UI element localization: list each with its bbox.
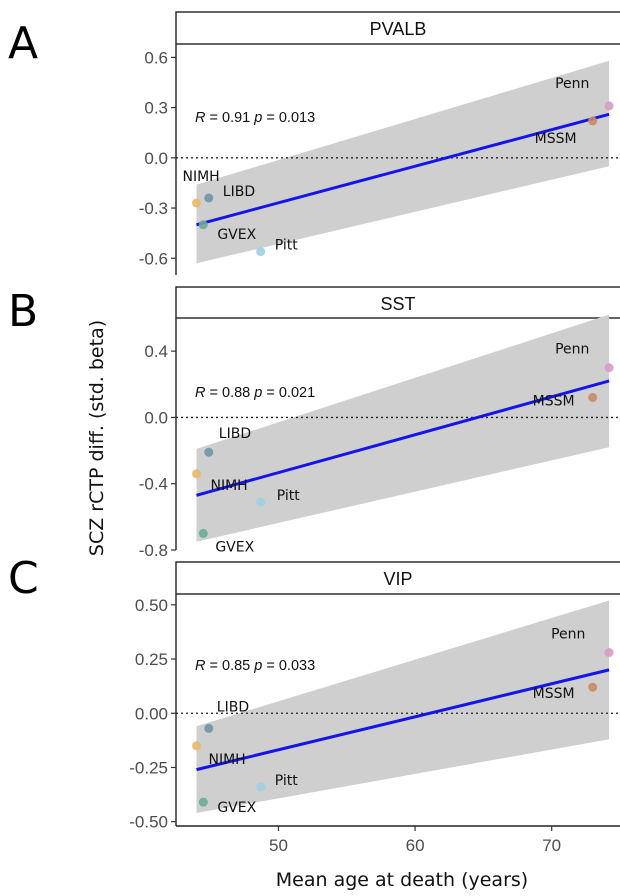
stat-token: p	[250, 110, 262, 126]
data-point-penn	[604, 648, 614, 658]
x-tick-label: 70	[542, 836, 561, 855]
point-label-penn: Penn	[555, 342, 589, 358]
data-point-pitt	[256, 782, 266, 792]
panel-letter: B	[8, 286, 38, 337]
regression-line	[196, 112, 610, 227]
facet-title: PVALB	[370, 19, 427, 39]
stat-token: 0.013	[275, 110, 315, 126]
y-tick-label: 0.00	[135, 704, 168, 723]
regression-line	[196, 379, 610, 497]
stat-token: =	[205, 110, 218, 126]
data-point-nimh	[191, 198, 201, 208]
confidence-band	[196, 60, 610, 264]
point-label-libd: LIBD	[217, 699, 249, 715]
stat-token: p	[250, 385, 262, 401]
point-label-libd: LIBD	[223, 184, 255, 200]
regression-line	[196, 668, 610, 772]
stat-token: 0.91	[218, 110, 250, 126]
y-tick-label: 0.50	[135, 596, 168, 615]
stat-token: 0.033	[275, 658, 315, 674]
y-tick-label: 0.3	[144, 99, 168, 118]
y-tick-label: 0.0	[144, 149, 168, 168]
x-axis-title: Mean age at death (years)	[276, 869, 528, 891]
point-label-mssm: MSSM	[535, 131, 577, 147]
stat-token: p	[250, 658, 262, 674]
data-point-mssm	[588, 116, 598, 126]
facet-strip	[175, 11, 620, 45]
point-label-mssm: MSSM	[533, 686, 575, 702]
y-tick-label: -0.25	[129, 758, 168, 777]
facet-strip	[175, 286, 620, 319]
stat-token: =	[262, 110, 275, 126]
point-label-nimh: NIMH	[182, 169, 219, 185]
data-point-penn	[604, 101, 614, 111]
point-label-nimh: NIMH	[208, 752, 245, 768]
point-label-mssm: MSSM	[533, 394, 575, 410]
data-point-gvex	[198, 528, 208, 538]
point-label-pitt: Pitt	[277, 488, 301, 504]
stat-token: =	[262, 385, 275, 401]
y-tick-label: -0.4	[139, 475, 168, 494]
facet-title: VIP	[383, 569, 412, 589]
data-point-pitt	[256, 247, 266, 257]
correlation-stat: R = 0.88 p = 0.021	[195, 385, 315, 401]
data-point-pitt	[256, 497, 266, 507]
panel-letter: C	[8, 553, 39, 604]
confidence-band	[196, 314, 610, 542]
stat-token: 0.88	[218, 385, 250, 401]
x-tick-label: 60	[406, 836, 425, 855]
data-point-libd	[204, 723, 214, 733]
y-tick-label: 0.6	[144, 48, 168, 67]
confidence-band	[196, 600, 610, 813]
y-tick-label: 0.0	[144, 408, 168, 427]
data-point-libd	[204, 193, 214, 203]
correlation-stat: R = 0.85 p = 0.033	[195, 658, 315, 674]
point-label-pitt: Pitt	[275, 773, 299, 789]
point-label-penn: Penn	[551, 627, 585, 643]
data-point-gvex	[198, 220, 208, 230]
point-label-pitt: Pitt	[275, 238, 299, 254]
data-point-gvex	[198, 797, 208, 807]
y-tick-label: 0.25	[135, 650, 168, 669]
y-tick-label: -0.8	[139, 541, 168, 560]
stat-token: R	[195, 110, 206, 126]
stat-token: 0.85	[218, 658, 250, 674]
point-label-libd: LIBD	[219, 426, 251, 442]
y-tick-label: -0.3	[139, 199, 168, 218]
x-tick-label: 50	[269, 836, 288, 855]
data-point-nimh	[191, 741, 201, 751]
point-label-gvex: GVEX	[217, 800, 256, 816]
stat-token: 0.021	[275, 385, 315, 401]
point-label-gvex: GVEX	[217, 227, 256, 243]
data-point-libd	[204, 447, 214, 457]
panel-c: C VIP 50 60 70 -0.50 -0.25 0.00 0.25 0.50 NIMH LIBD…	[8, 553, 620, 855]
facet-strip	[175, 561, 620, 595]
y-tick-label: -0.6	[139, 249, 168, 268]
facet-title: SST	[380, 294, 415, 314]
data-point-nimh	[191, 469, 201, 479]
stat-token: =	[262, 658, 275, 674]
point-label-nimh: NIMH	[210, 478, 247, 494]
y-tick-label: -0.50	[129, 813, 168, 832]
stat-token: R	[195, 658, 206, 674]
y-tick-label: 0.4	[144, 342, 168, 361]
data-point-mssm	[588, 682, 598, 692]
correlation-stat: R = 0.91 p = 0.013	[195, 110, 315, 126]
panel-letter: A	[8, 18, 38, 69]
data-point-mssm	[588, 393, 598, 403]
data-point-penn	[604, 363, 614, 373]
point-label-gvex: GVEX	[215, 539, 254, 555]
stat-token: =	[205, 658, 218, 674]
point-label-penn: Penn	[555, 76, 589, 92]
stat-token: R	[195, 385, 206, 401]
panel-b: B SST -0.8 -0.4 0.0 0.4 NIMH LIBD GVEX Pitt Penn MS…	[8, 286, 620, 560]
y-axis-title: SCZ rCTP diff. (std. beta)	[86, 320, 108, 556]
stat-token: =	[205, 385, 218, 401]
